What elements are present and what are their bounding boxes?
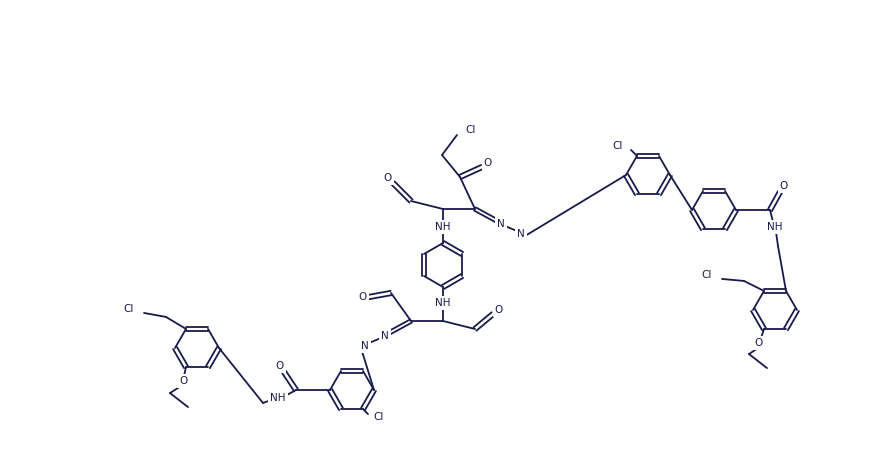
Text: NH: NH: [435, 222, 450, 232]
Text: O: O: [276, 361, 284, 371]
Text: O: O: [384, 173, 392, 183]
Text: N: N: [496, 219, 504, 229]
Text: N: N: [517, 229, 525, 239]
Text: N: N: [381, 331, 388, 341]
Text: NH: NH: [270, 393, 285, 403]
Text: O: O: [494, 305, 502, 315]
Text: Cl: Cl: [701, 270, 711, 280]
Text: Cl: Cl: [612, 141, 622, 151]
Text: O: O: [754, 338, 762, 348]
Text: Cl: Cl: [373, 412, 383, 422]
Text: O: O: [779, 181, 788, 191]
Text: Cl: Cl: [464, 125, 475, 135]
Text: Cl: Cl: [123, 304, 134, 314]
Text: O: O: [359, 292, 367, 302]
Text: NH: NH: [435, 298, 450, 308]
Text: O: O: [179, 376, 187, 386]
Text: N: N: [361, 341, 369, 351]
Text: O: O: [484, 158, 492, 168]
Text: NH: NH: [766, 222, 781, 232]
